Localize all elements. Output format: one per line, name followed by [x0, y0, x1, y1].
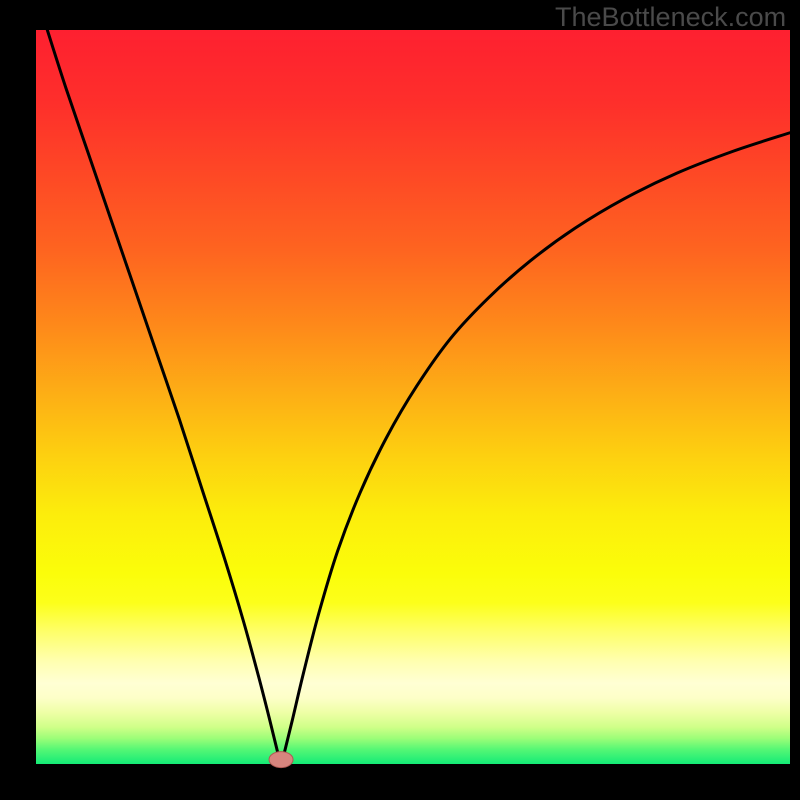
chart-svg: [0, 0, 800, 800]
plot-background: [36, 30, 790, 764]
watermark-text: TheBottleneck.com: [555, 2, 786, 33]
optimal-point-marker: [269, 752, 293, 768]
